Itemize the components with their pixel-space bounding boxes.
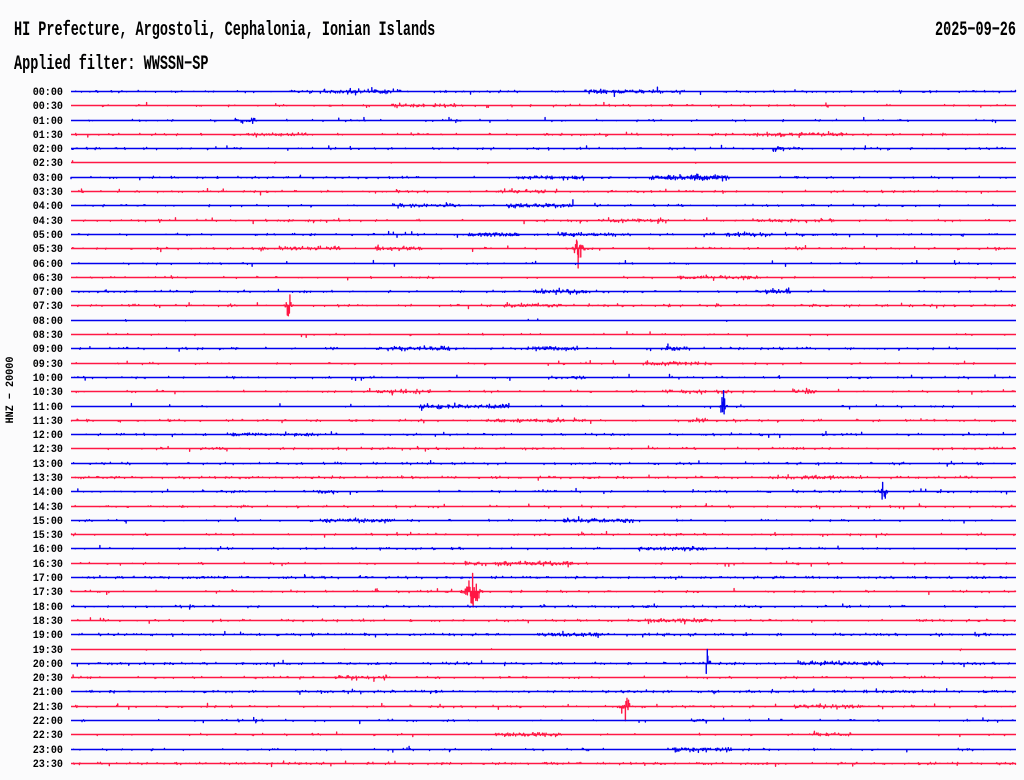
svg-text:23:00: 23:00 bbox=[33, 744, 63, 756]
svg-text:11:30: 11:30 bbox=[33, 415, 63, 427]
svg-text:13:30: 13:30 bbox=[33, 472, 63, 484]
svg-text:05:30: 05:30 bbox=[33, 243, 63, 255]
svg-text:14:30: 14:30 bbox=[33, 501, 63, 513]
svg-text:04:30: 04:30 bbox=[33, 215, 63, 227]
svg-text:19:30: 19:30 bbox=[33, 644, 63, 656]
svg-text:19:00: 19:00 bbox=[33, 629, 63, 641]
svg-text:01:30: 01:30 bbox=[33, 129, 63, 141]
svg-text:22:30: 22:30 bbox=[33, 729, 63, 741]
svg-text:18:30: 18:30 bbox=[33, 615, 63, 627]
svg-text:00:30: 00:30 bbox=[33, 100, 63, 112]
svg-text:23:30: 23:30 bbox=[33, 758, 63, 770]
svg-text:05:00: 05:00 bbox=[33, 229, 63, 241]
svg-text:04:00: 04:00 bbox=[33, 200, 63, 212]
svg-text:00:00: 00:00 bbox=[33, 86, 63, 98]
svg-text:09:30: 09:30 bbox=[33, 358, 63, 370]
svg-text:10:30: 10:30 bbox=[33, 386, 63, 398]
svg-text:15:00: 15:00 bbox=[33, 515, 63, 527]
svg-text:20:00: 20:00 bbox=[33, 658, 63, 670]
svg-text:09:00: 09:00 bbox=[33, 343, 63, 355]
svg-text:10:00: 10:00 bbox=[33, 372, 63, 384]
svg-text:08:30: 08:30 bbox=[33, 329, 63, 341]
svg-text:14:00: 14:00 bbox=[33, 486, 63, 498]
svg-text:12:00: 12:00 bbox=[33, 429, 63, 441]
svg-text:03:30: 03:30 bbox=[33, 186, 63, 198]
svg-text:06:30: 06:30 bbox=[33, 272, 63, 284]
svg-text:20:30: 20:30 bbox=[33, 672, 63, 684]
svg-text:07:00: 07:00 bbox=[33, 286, 63, 298]
svg-text:11:00: 11:00 bbox=[33, 401, 63, 413]
svg-text:17:30: 17:30 bbox=[33, 586, 63, 598]
svg-text:15:30: 15:30 bbox=[33, 529, 63, 541]
svg-text:21:30: 21:30 bbox=[33, 701, 63, 713]
svg-text:12:30: 12:30 bbox=[33, 443, 63, 455]
svg-text:02:30: 02:30 bbox=[33, 157, 63, 169]
svg-text:18:00: 18:00 bbox=[33, 601, 63, 613]
svg-text:17:00: 17:00 bbox=[33, 572, 63, 584]
svg-text:16:00: 16:00 bbox=[33, 543, 63, 555]
svg-text:16:30: 16:30 bbox=[33, 558, 63, 570]
svg-text:07:30: 07:30 bbox=[33, 300, 63, 312]
svg-text:13:00: 13:00 bbox=[33, 458, 63, 470]
svg-text:02:00: 02:00 bbox=[33, 143, 63, 155]
svg-text:06:00: 06:00 bbox=[33, 258, 63, 270]
svg-text:03:00: 03:00 bbox=[33, 172, 63, 184]
svg-text:21:00: 21:00 bbox=[33, 686, 63, 698]
svg-text:22:00: 22:00 bbox=[33, 715, 63, 727]
svg-text:01:00: 01:00 bbox=[33, 115, 63, 127]
svg-text:08:00: 08:00 bbox=[33, 315, 63, 327]
